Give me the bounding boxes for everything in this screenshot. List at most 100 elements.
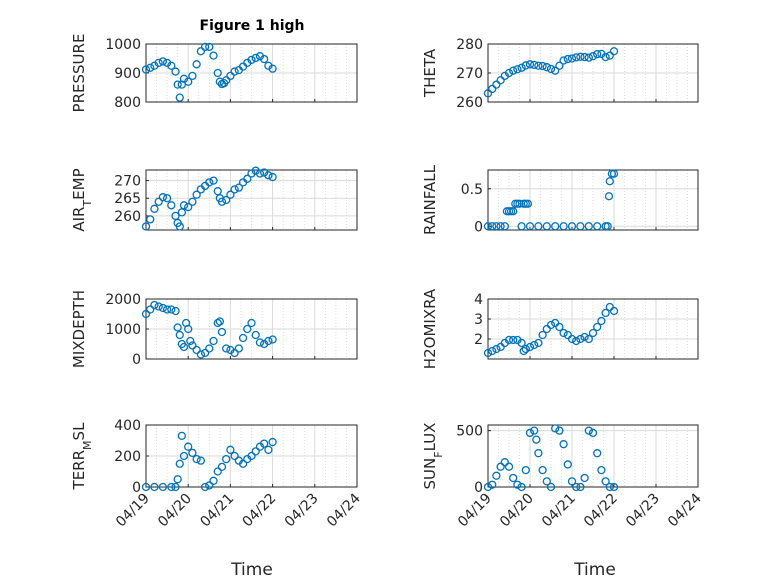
axes-box [487,43,699,103]
data-point [542,477,551,486]
data-point [184,77,193,86]
data-point [205,42,214,52]
data-point [209,336,218,346]
data-point [576,334,585,344]
data-point [601,308,610,318]
data-point [230,451,239,461]
x-axis-label-left: Time [230,560,273,580]
data-point [162,305,172,314]
data-point [158,57,168,66]
data-point [567,222,577,231]
data-point [260,54,269,64]
data-point [534,61,543,70]
data-point [146,63,155,72]
y-axis-label: THETA [421,48,439,98]
data-point [492,344,501,354]
y-axis-label: H2OMIXRA [421,288,439,369]
data-point [559,222,568,231]
data-point [551,222,560,231]
data-point [268,437,277,447]
axes-box [145,424,358,488]
data-point [504,68,514,78]
data-point [559,56,568,65]
y-tick-label: 2000 [105,292,141,308]
data-point [500,222,509,231]
data-point [563,54,572,64]
axes-box [487,169,699,231]
x-tick-label: 04/19 [455,491,495,531]
data-point [593,222,602,231]
data-point [268,64,277,73]
data-point [588,428,598,438]
y-tick-label: 270 [456,66,483,82]
subplot-mixdepth: 0 1000 2000 MIXDEPTH [70,290,358,368]
data-point [247,55,256,65]
data-point [567,334,577,344]
data-point [205,178,214,187]
data-point [158,482,168,492]
data-point [567,54,577,63]
subplot-h2omixra: 2 3 4 H2OMIXRA [421,288,699,369]
data-point [154,58,163,67]
data-point [593,322,602,332]
data-point [188,341,197,350]
data-point [162,194,172,203]
data-point [226,190,235,199]
data-point [609,306,619,316]
data-point [492,471,501,480]
data-point [509,473,518,483]
data-point [576,482,585,492]
data-point [230,67,239,76]
data-point [213,467,222,476]
data-point [496,462,505,471]
data-point [173,80,182,89]
subplot-theta: 260 270 280 THETA [421,37,699,111]
data-point [555,61,564,70]
data-point [268,335,277,344]
x-tick-label: 04/24 [665,490,705,530]
data-point [146,305,155,314]
data-point [150,204,159,213]
data-point [525,428,535,438]
data-point [488,222,497,231]
data-point [179,342,189,352]
data-point [255,169,265,178]
data-point [200,42,210,52]
data-point [247,318,256,328]
data-point [150,300,159,310]
data-point [184,442,193,451]
subplot-pressure: 800 900 1000 PRESSURE [70,34,358,113]
data-point [555,426,564,435]
data-point [521,344,530,354]
data-point [175,459,184,468]
data-point [530,60,539,70]
data-point [154,197,163,206]
data-point [243,324,252,334]
y-tick-label: 260 [114,209,141,225]
data-point [609,47,619,56]
data-point [158,303,168,313]
data-point [154,302,163,311]
data-point [504,462,514,471]
data-point [196,350,206,359]
data-point [226,445,235,454]
data-point [555,322,564,332]
data-point [192,345,201,355]
data-point [525,222,535,231]
data-point [264,171,273,180]
data-point [222,76,231,85]
data-point [209,476,218,485]
data-point [584,334,593,344]
data-point [213,68,222,78]
y-tick-label: 265 [114,191,141,207]
data-point [251,53,260,63]
y-axis-label: SUNFLUX [421,423,445,490]
data-point [572,53,581,62]
data-point [146,215,155,224]
data-point [192,454,201,464]
y-axis-label: RAINFALL [421,164,439,235]
y-axis-label: PRESSURE [70,34,88,113]
data-point [576,222,585,231]
data-point [264,336,273,346]
